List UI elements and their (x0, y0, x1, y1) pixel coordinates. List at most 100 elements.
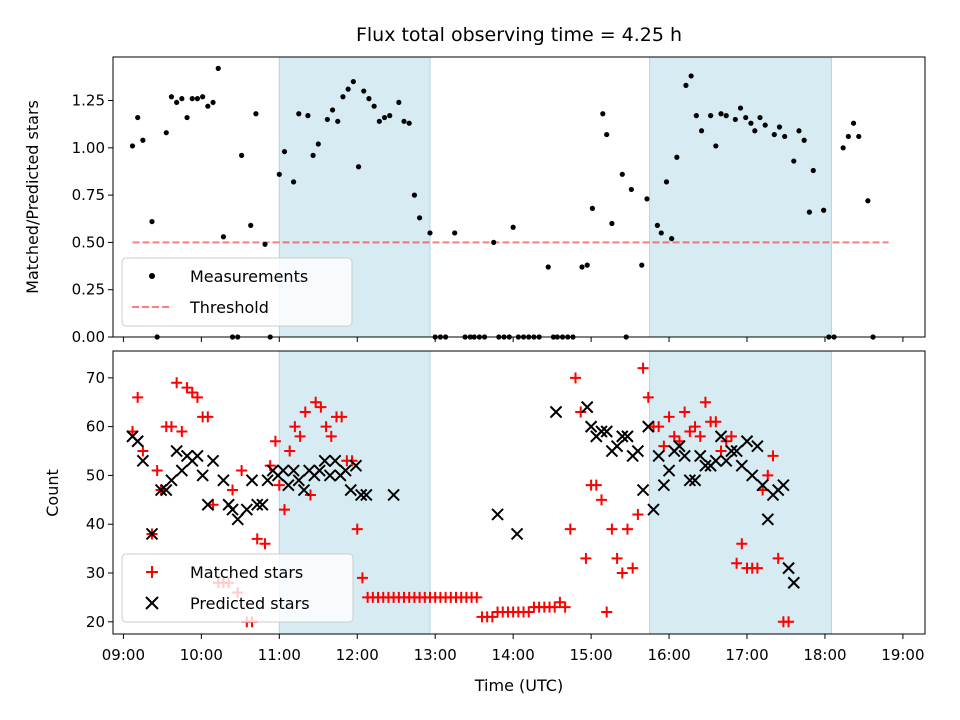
measurement-point (277, 172, 282, 177)
measurement-point (316, 141, 321, 146)
measurement-point (609, 221, 614, 226)
predicted-star-point (171, 446, 182, 457)
x-tick-label: 17:00 (725, 646, 768, 664)
measurement-point (491, 240, 496, 245)
predicted-star-point (197, 470, 208, 481)
matched-star-point (523, 607, 534, 618)
measurement-point (629, 187, 634, 192)
measurement-point (796, 128, 801, 133)
matched-star-point (565, 524, 576, 535)
y-tick-label: 0.00 (72, 328, 105, 346)
measurement-point (802, 138, 807, 143)
measurement-point (291, 179, 296, 184)
matched-star-point (166, 421, 177, 432)
matched-star-point (176, 426, 187, 437)
matched-star-point (236, 465, 247, 476)
legend-matched-label: Matched stars (190, 563, 303, 582)
measurement-point (659, 230, 664, 235)
top-legend: Measurements Threshold (122, 258, 352, 326)
legend-measurements-marker (149, 273, 155, 279)
measurement-point (377, 119, 382, 124)
measurement-point (733, 117, 738, 122)
measurement-point (763, 123, 768, 128)
predicted-star-point (638, 485, 649, 496)
matched-star-point (596, 494, 607, 505)
matched-star-point (606, 524, 617, 535)
measurement-point (412, 193, 417, 198)
y-tick-label: 1.00 (72, 139, 105, 157)
measurement-point (738, 105, 743, 110)
measurement-point (620, 172, 625, 177)
measurement-point (718, 111, 723, 116)
predicted-star-point (192, 450, 203, 461)
matched-star-point (580, 553, 591, 564)
matched-star-point (554, 597, 565, 608)
measurement-point (174, 100, 179, 105)
x-tick-label: 09:00 (102, 646, 145, 664)
predicted-star-point (632, 446, 643, 457)
x-tick-label: 16:00 (647, 646, 690, 664)
matched-star-point (137, 446, 148, 457)
measurement-point (253, 111, 258, 116)
matched-star-point (617, 568, 628, 579)
predicted-star-point (262, 475, 273, 486)
measurement-point (200, 94, 205, 99)
measurement-point (694, 113, 699, 118)
matched-star-point (612, 553, 623, 564)
matched-star-point (632, 509, 643, 520)
measurement-point (511, 225, 516, 230)
measurement-point (135, 115, 140, 120)
measurement-point (417, 215, 422, 220)
top-panel: 0.000.250.500.751.001.25 Matched/Predict… (23, 57, 925, 346)
matched-star-point (471, 592, 482, 603)
measurement-point (639, 263, 644, 268)
x-tick-label: 19:00 (881, 646, 924, 664)
measurement-point (195, 96, 200, 101)
measurement-point (356, 164, 361, 169)
y-tick-label: 50 (86, 466, 105, 484)
predicted-star-point (512, 528, 523, 539)
measurement-point (851, 121, 856, 126)
measurement-point (351, 79, 356, 84)
matched-star-point (601, 607, 612, 618)
predicted-star-point (492, 509, 503, 520)
measurement-point (689, 73, 694, 78)
x-tick-label: 11:00 (258, 646, 301, 664)
y-tick-label: 60 (86, 418, 105, 436)
predicted-star-point (586, 421, 597, 432)
measurement-point (600, 111, 605, 116)
measurement-point (305, 113, 310, 118)
matched-star-point (549, 602, 560, 613)
measurement-point (282, 149, 287, 154)
predicted-star-point (218, 475, 229, 486)
measurement-point (748, 121, 753, 126)
measurement-point (387, 113, 392, 118)
measurement-point (644, 196, 649, 201)
predicted-star-point (208, 455, 219, 466)
matched-star-point (570, 372, 581, 383)
bottom-panel: 203040506070 09:00 10:00 11:00 12:00 13:00 14… (43, 351, 925, 695)
measurement-point (782, 134, 787, 139)
matched-star-point (560, 602, 571, 613)
y-tick-label: 1.25 (72, 92, 105, 110)
measurement-point (140, 138, 145, 143)
measurement-point (865, 198, 870, 203)
bottom-legend: Matched stars Predicted stars (122, 554, 353, 622)
measurement-point (821, 208, 826, 213)
measurement-point (757, 115, 762, 120)
measurement-point (262, 242, 267, 247)
measurement-point (699, 128, 704, 133)
x-tick-label: 12:00 (336, 646, 379, 664)
y-tick-label: 0.50 (72, 233, 105, 251)
measurement-point (846, 134, 851, 139)
matched-star-point (187, 387, 198, 398)
measurement-point (164, 130, 169, 135)
measurement-point (190, 96, 195, 101)
measurement-point (149, 219, 154, 224)
x-tick-label: 15:00 (569, 646, 612, 664)
measurement-point (674, 155, 679, 160)
legend-threshold-label: Threshold (189, 298, 269, 317)
legend-predicted-label: Predicted stars (190, 594, 310, 613)
measurement-point (811, 168, 816, 173)
matched-star-point (260, 538, 271, 549)
